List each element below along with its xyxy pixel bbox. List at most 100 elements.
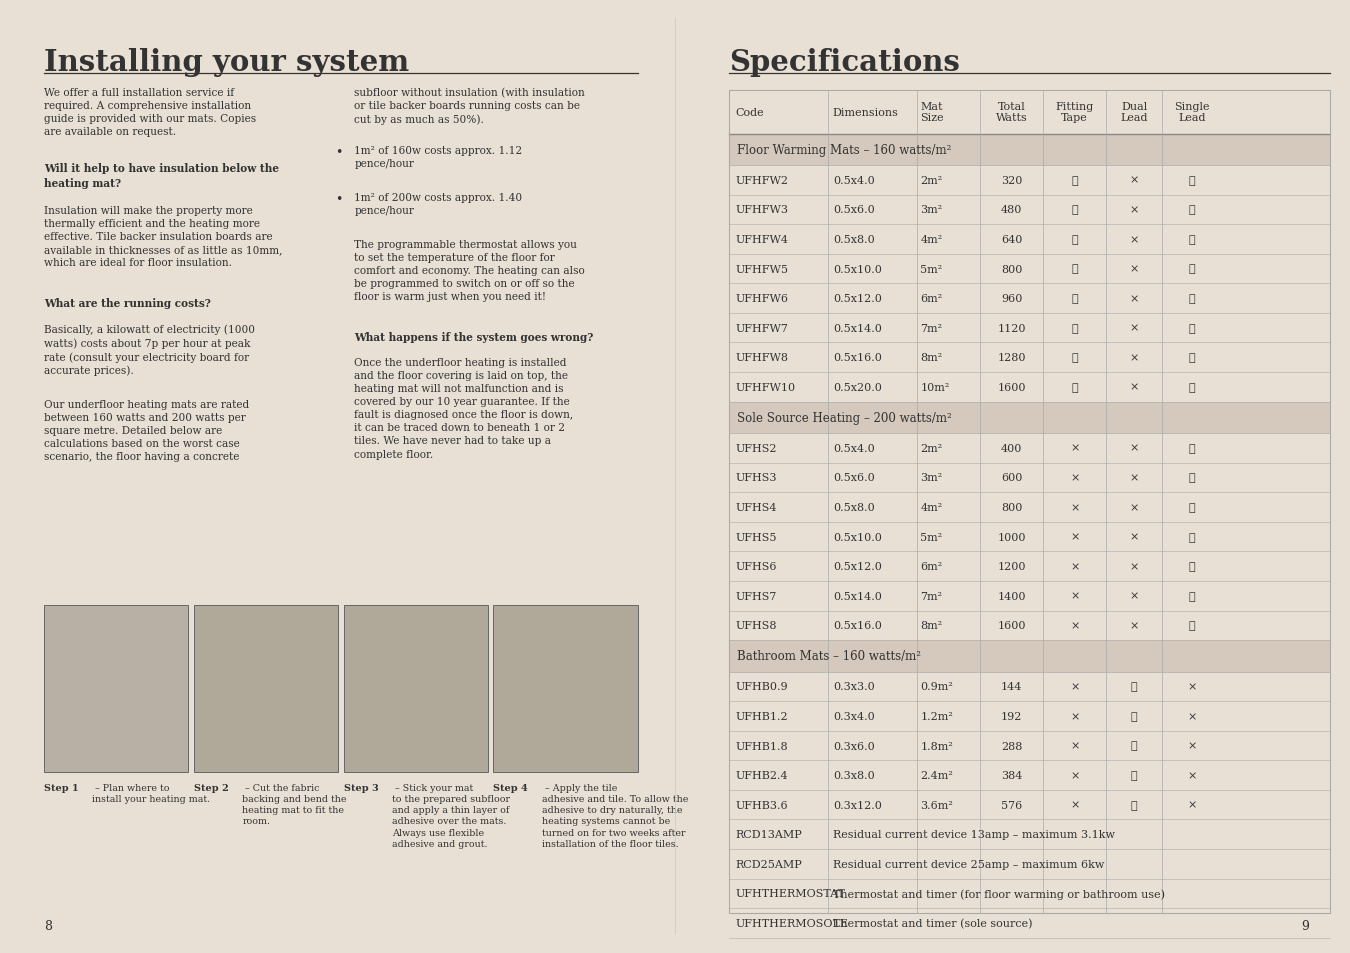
Text: ×: × bbox=[1071, 740, 1080, 751]
Text: UFHS2: UFHS2 bbox=[736, 443, 778, 454]
Text: 1.8m²: 1.8m² bbox=[921, 740, 953, 751]
Bar bbox=[194, 605, 338, 772]
Text: 3m²: 3m² bbox=[921, 473, 942, 483]
Text: 1.2m²: 1.2m² bbox=[921, 711, 953, 721]
Text: Insulation will make the property more
thermally efficient and the heating more
: Insulation will make the property more t… bbox=[43, 206, 282, 268]
Text: •: • bbox=[335, 193, 343, 206]
Text: ✓: ✓ bbox=[1188, 473, 1195, 483]
Text: 3m²: 3m² bbox=[921, 205, 942, 215]
Bar bbox=[729, 402, 1330, 434]
Text: 288: 288 bbox=[1000, 740, 1022, 751]
Text: ×: × bbox=[1130, 234, 1139, 245]
Text: Bathroom Mats – 160 watts/m²: Bathroom Mats – 160 watts/m² bbox=[737, 650, 921, 662]
Text: subfloor without insulation (with insulation
or tile backer boards running costs: subfloor without insulation (with insula… bbox=[354, 88, 585, 125]
Bar bbox=[729, 522, 1330, 552]
Text: 0.5x8.0: 0.5x8.0 bbox=[833, 502, 875, 513]
Text: UFHS8: UFHS8 bbox=[736, 620, 778, 631]
Bar bbox=[729, 91, 1330, 134]
Text: Specifications: Specifications bbox=[729, 48, 960, 76]
Text: – Cut the fabric
backing and bend the
heating mat to fit the
room.: – Cut the fabric backing and bend the he… bbox=[243, 783, 347, 825]
Text: ✓: ✓ bbox=[1072, 234, 1079, 245]
Text: Total
Watts: Total Watts bbox=[996, 102, 1027, 123]
Text: UFHB1.2: UFHB1.2 bbox=[736, 711, 788, 721]
Text: RCD25AMP: RCD25AMP bbox=[736, 859, 802, 869]
Bar bbox=[729, 820, 1330, 849]
Text: UFHFW8: UFHFW8 bbox=[736, 353, 788, 363]
Bar bbox=[729, 166, 1330, 195]
Text: 192: 192 bbox=[1000, 711, 1022, 721]
Text: 0.5x16.0: 0.5x16.0 bbox=[833, 353, 882, 363]
Text: 1000: 1000 bbox=[998, 532, 1026, 542]
Text: 960: 960 bbox=[1000, 294, 1022, 304]
Text: ×: × bbox=[1071, 532, 1080, 542]
Text: 7m²: 7m² bbox=[921, 591, 942, 601]
Text: Basically, a kilowatt of electricity (1000
watts) costs about 7p per hour at pea: Basically, a kilowatt of electricity (10… bbox=[43, 324, 255, 376]
Text: ✓: ✓ bbox=[1188, 323, 1195, 334]
Text: ×: × bbox=[1071, 620, 1080, 631]
Text: Single
Lead: Single Lead bbox=[1174, 102, 1210, 123]
Text: 600: 600 bbox=[1000, 473, 1022, 483]
Text: ×: × bbox=[1187, 681, 1196, 692]
Text: UFHFW2: UFHFW2 bbox=[736, 175, 788, 186]
Text: 0.3x12.0: 0.3x12.0 bbox=[833, 800, 882, 810]
Text: 0.5x6.0: 0.5x6.0 bbox=[833, 473, 875, 483]
Text: ✓: ✓ bbox=[1188, 294, 1195, 304]
Text: ✓: ✓ bbox=[1072, 294, 1079, 304]
Bar bbox=[729, 701, 1330, 731]
Text: UFHFW6: UFHFW6 bbox=[736, 294, 788, 304]
Bar bbox=[729, 314, 1330, 343]
Text: 320: 320 bbox=[1000, 175, 1022, 186]
Text: 3.6m²: 3.6m² bbox=[921, 800, 953, 810]
Text: 0.3x6.0: 0.3x6.0 bbox=[833, 740, 875, 751]
Text: What happens if the system goes wrong?: What happens if the system goes wrong? bbox=[354, 332, 594, 343]
Text: ✓: ✓ bbox=[1131, 800, 1138, 810]
Text: 0.5x16.0: 0.5x16.0 bbox=[833, 620, 882, 631]
Text: Sole Source Heating – 200 watts/m²: Sole Source Heating – 200 watts/m² bbox=[737, 412, 952, 424]
Text: ✓: ✓ bbox=[1188, 591, 1195, 601]
Text: What are the running costs?: What are the running costs? bbox=[43, 298, 211, 309]
Text: – Apply the tile
adhesive and tile. To allow the
adhesive to dry naturally, the
: – Apply the tile adhesive and tile. To a… bbox=[541, 783, 688, 848]
Text: 6m²: 6m² bbox=[921, 561, 942, 572]
Text: 0.5x6.0: 0.5x6.0 bbox=[833, 205, 875, 215]
Bar bbox=[729, 284, 1330, 314]
Text: Once the underfloor heating is installed
and the floor covering is laid on top, : Once the underfloor heating is installed… bbox=[354, 358, 574, 459]
Text: ×: × bbox=[1130, 175, 1139, 186]
Text: ✓: ✓ bbox=[1072, 323, 1079, 334]
Text: Step 1: Step 1 bbox=[43, 783, 78, 792]
Text: ✓: ✓ bbox=[1188, 205, 1195, 215]
Text: ×: × bbox=[1130, 382, 1139, 393]
Text: UFHFW4: UFHFW4 bbox=[736, 234, 788, 245]
Text: UFHB3.6: UFHB3.6 bbox=[736, 800, 788, 810]
Bar bbox=[43, 605, 188, 772]
Text: ×: × bbox=[1071, 443, 1080, 454]
Text: 4m²: 4m² bbox=[921, 234, 942, 245]
Text: 2m²: 2m² bbox=[921, 175, 942, 186]
Bar bbox=[729, 91, 1330, 913]
Text: Our underfloor heating mats are rated
between 160 watts and 200 watts per
square: Our underfloor heating mats are rated be… bbox=[43, 399, 250, 461]
Text: 8: 8 bbox=[43, 919, 51, 932]
Text: 0.3x8.0: 0.3x8.0 bbox=[833, 770, 875, 781]
Text: ✓: ✓ bbox=[1072, 175, 1079, 186]
Text: 640: 640 bbox=[1000, 234, 1022, 245]
Text: ✓: ✓ bbox=[1131, 711, 1138, 721]
Text: Thermostat and timer (sole source): Thermostat and timer (sole source) bbox=[833, 918, 1033, 928]
Text: 0.5x4.0: 0.5x4.0 bbox=[833, 443, 875, 454]
Text: UFHB0.9: UFHB0.9 bbox=[736, 681, 788, 692]
Text: ×: × bbox=[1071, 473, 1080, 483]
Text: 0.3x4.0: 0.3x4.0 bbox=[833, 711, 875, 721]
Text: ✓: ✓ bbox=[1188, 353, 1195, 363]
Text: 7m²: 7m² bbox=[921, 323, 942, 334]
Bar bbox=[729, 373, 1330, 402]
Text: 1120: 1120 bbox=[998, 323, 1026, 334]
Bar bbox=[729, 134, 1330, 166]
Text: ✓: ✓ bbox=[1188, 532, 1195, 542]
Text: UFHS3: UFHS3 bbox=[736, 473, 778, 483]
Text: ✓: ✓ bbox=[1188, 264, 1195, 274]
Text: We offer a full installation service if
required. A comprehensive installation
g: We offer a full installation service if … bbox=[43, 88, 256, 136]
Text: 0.5x8.0: 0.5x8.0 bbox=[833, 234, 875, 245]
Text: ×: × bbox=[1071, 681, 1080, 692]
Text: Fitting
Tape: Fitting Tape bbox=[1056, 102, 1094, 123]
Text: UFHB2.4: UFHB2.4 bbox=[736, 770, 788, 781]
Text: 4m²: 4m² bbox=[921, 502, 942, 513]
Text: ✓: ✓ bbox=[1131, 770, 1138, 781]
